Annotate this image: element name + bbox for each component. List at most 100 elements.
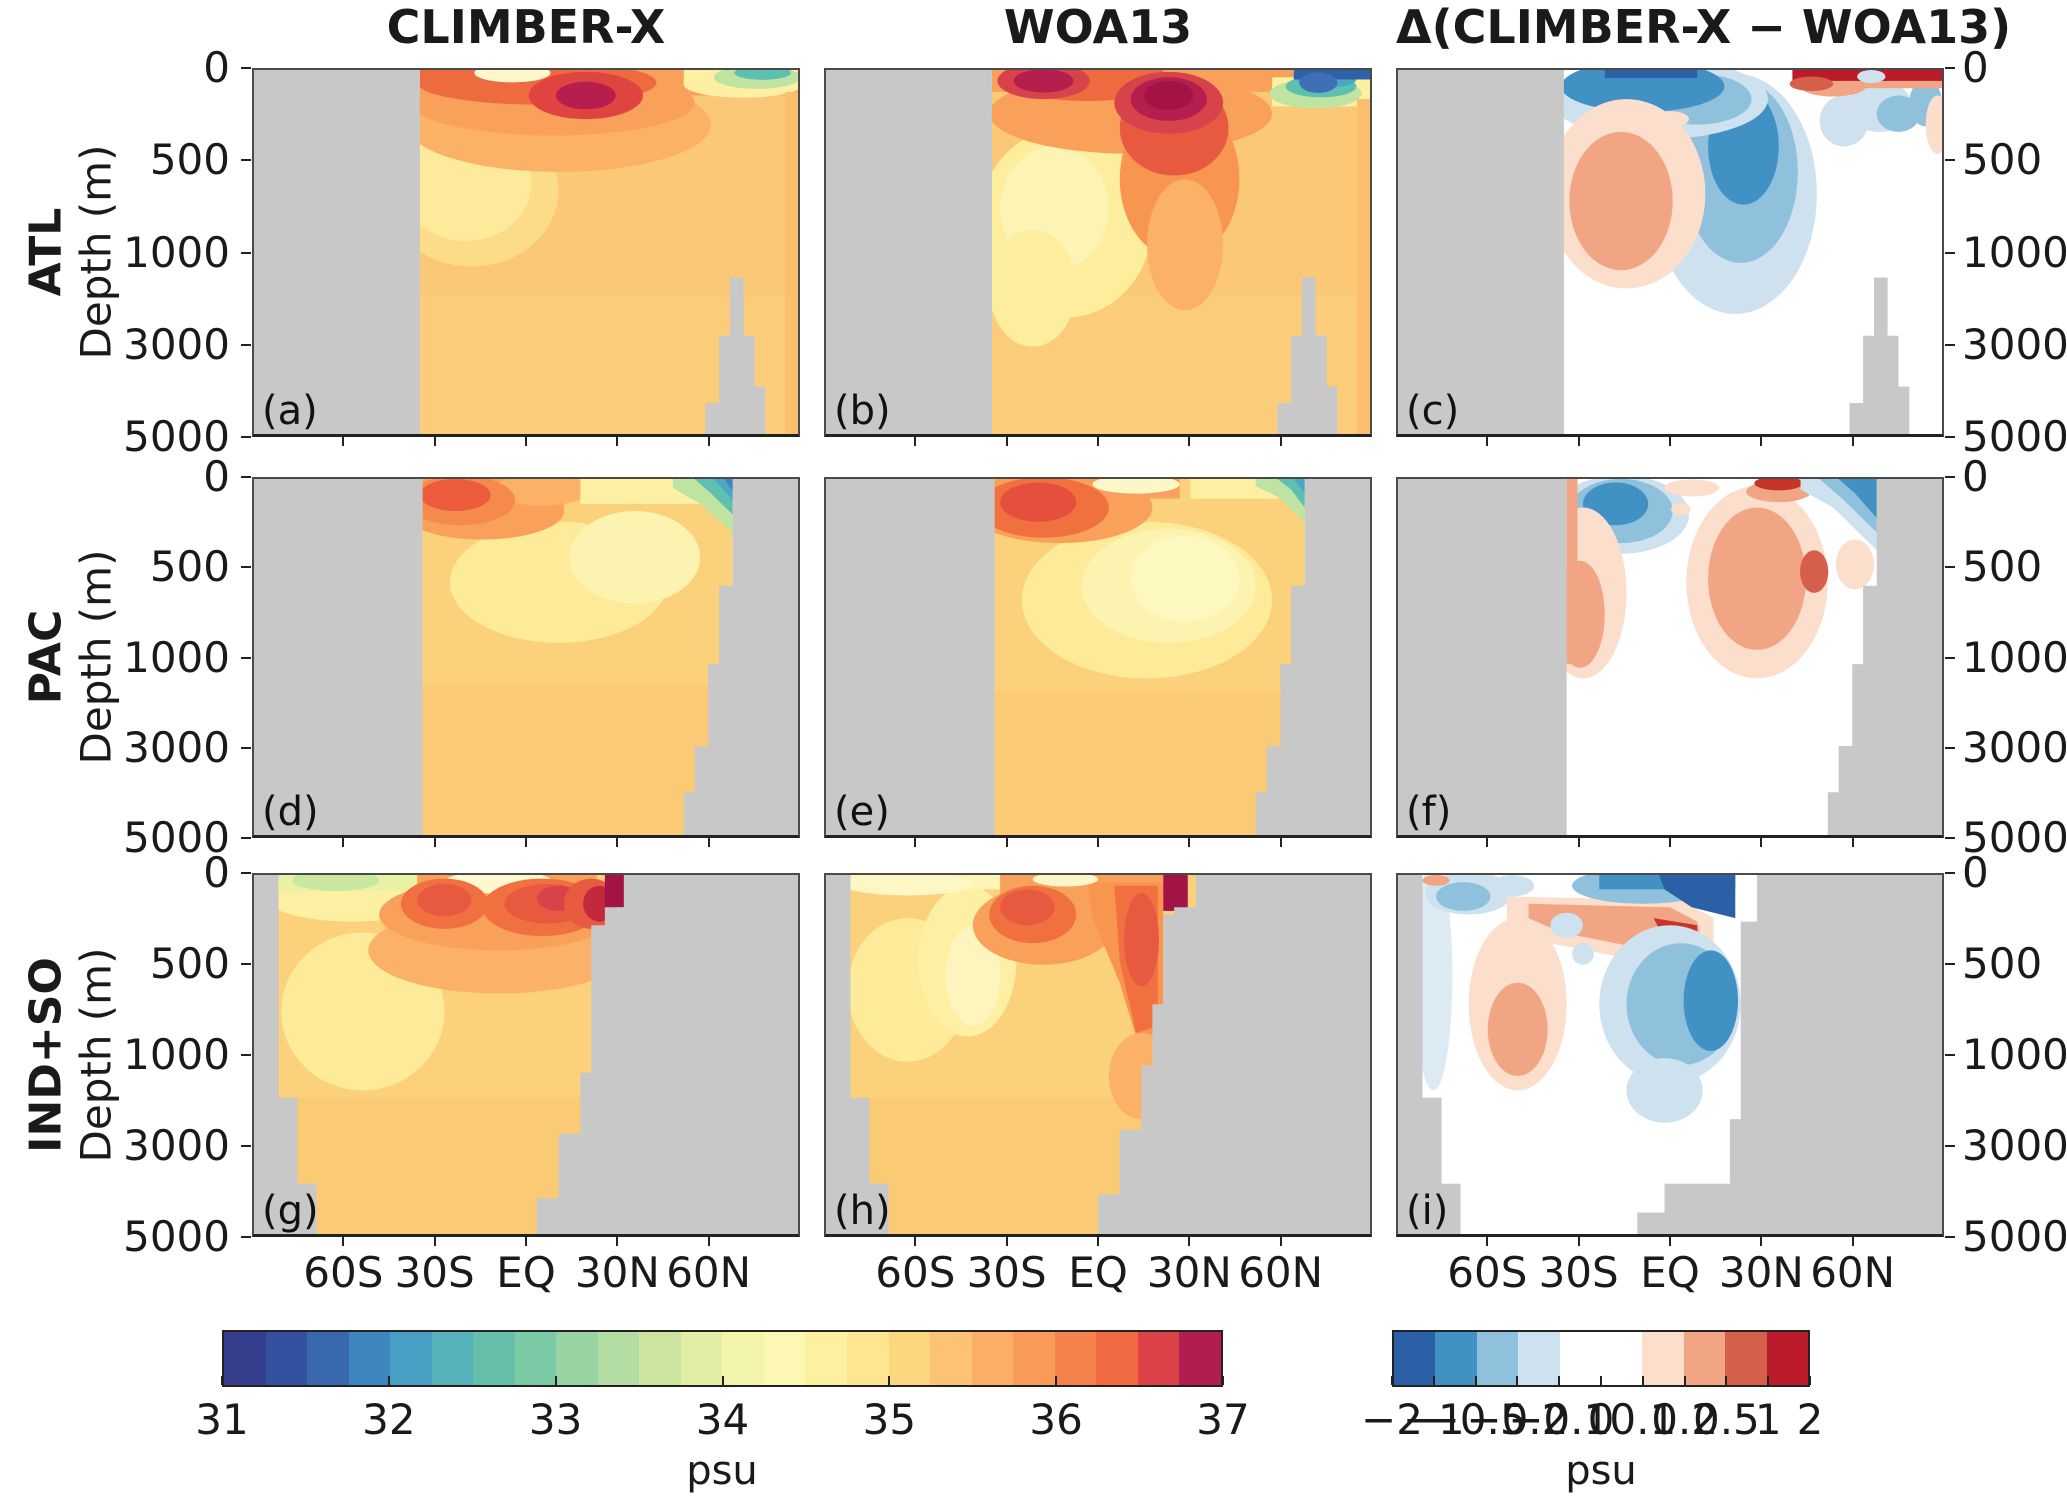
depth-axis-label-indso: Depth (m) xyxy=(71,947,121,1163)
contour-band xyxy=(1490,875,1534,897)
x-axis-tick xyxy=(707,1237,710,1246)
x-axis-tick xyxy=(1577,838,1580,847)
y-tick-label-right: 500 xyxy=(1962,135,2043,185)
x-tick-label: 60S xyxy=(303,1248,384,1297)
y-tick-label-right: 5000 xyxy=(1962,813,2067,862)
column-title-diff: Δ(CLIMBER-X − WOA13) xyxy=(1396,0,2012,54)
y-axis-tick xyxy=(241,872,251,874)
y-axis-tick xyxy=(1945,476,1955,478)
y-tick-label-left: 500 xyxy=(149,135,230,185)
panel-letter-c: (c) xyxy=(1406,388,1460,434)
contour-band xyxy=(1277,479,1305,508)
colorbar-segment xyxy=(763,1332,806,1385)
colorbar-tick xyxy=(387,1376,390,1385)
section-panel-g: (g) xyxy=(252,873,800,1237)
contour-band xyxy=(1032,875,1098,887)
contour-band xyxy=(1754,479,1804,491)
contour-band xyxy=(292,875,380,892)
land-mask xyxy=(254,70,420,434)
contour-field-f xyxy=(1398,479,1942,835)
contour-band xyxy=(989,230,1077,347)
contour-field-d xyxy=(254,479,798,835)
y-axis-tick xyxy=(241,566,251,569)
contour-band xyxy=(842,875,973,896)
colorbar-tick-label: 0.5 xyxy=(1692,1395,1760,1444)
colorbar-segment xyxy=(1179,1332,1221,1385)
contour-band xyxy=(1436,882,1491,911)
y-axis-tick xyxy=(1945,1236,1955,1238)
colorbar-segment xyxy=(1435,1332,1477,1385)
panel-letter-h: (h) xyxy=(834,1188,891,1234)
colorbar-segment xyxy=(1054,1332,1097,1385)
colorbar-tick-label: 0.2 xyxy=(1651,1395,1718,1444)
x-tick-label: 60N xyxy=(666,1248,752,1297)
colorbar-segment xyxy=(1013,1332,1055,1385)
contour-band xyxy=(1664,479,1719,497)
contour-band xyxy=(1683,950,1738,1051)
contour-band xyxy=(555,81,616,110)
contour-band xyxy=(1124,892,1159,987)
contour-band xyxy=(1659,875,1736,919)
contour-band xyxy=(422,685,733,835)
land-mask xyxy=(1849,277,1910,434)
x-axis-tick xyxy=(1188,1237,1191,1246)
contour-band xyxy=(1838,479,1877,519)
y-axis-tick xyxy=(241,1236,251,1238)
colorbar-tick xyxy=(1683,1376,1686,1385)
panel-letter-i: (i) xyxy=(1406,1188,1449,1234)
x-axis-tick xyxy=(1486,437,1489,446)
contour-band xyxy=(994,692,1305,835)
y-tick-label-left: 5000 xyxy=(123,1212,230,1261)
y-tick-label-left: 3000 xyxy=(123,319,230,369)
x-axis-tick xyxy=(1760,1237,1763,1246)
contour-band xyxy=(945,925,1001,1026)
x-tick-label: 30N xyxy=(1718,1248,1804,1297)
colorbar-tick xyxy=(1600,1376,1602,1385)
y-axis-tick xyxy=(241,251,251,254)
contour-band xyxy=(569,511,701,604)
contour-band xyxy=(1671,502,1691,516)
colorbar-segment xyxy=(597,1332,640,1385)
contour-field-h xyxy=(826,875,1370,1234)
x-axis-tick xyxy=(1669,437,1671,446)
land-mask xyxy=(1277,277,1338,434)
contour-band xyxy=(1356,99,1370,434)
x-axis-tick xyxy=(1486,1237,1489,1246)
y-tick-label-right: 0 xyxy=(1962,452,1989,501)
y-axis-tick xyxy=(241,746,251,749)
colorbar-segment xyxy=(431,1332,474,1385)
x-axis-tick xyxy=(1760,437,1763,446)
contour-band xyxy=(1835,539,1874,590)
contour-field-a xyxy=(254,70,798,434)
colorbar-segment xyxy=(390,1332,432,1385)
contour-band xyxy=(784,91,798,434)
x-axis-tick xyxy=(914,437,917,446)
y-axis-tick xyxy=(1945,1145,1955,1147)
colorbar-tick-label: 33 xyxy=(528,1395,583,1444)
contour-band xyxy=(1550,912,1583,938)
x-tick-label: 30N xyxy=(1146,1248,1232,1297)
contour-band xyxy=(1925,95,1942,154)
land-mask xyxy=(1637,875,1942,1234)
contour-band xyxy=(1800,550,1829,593)
colorbar-segment xyxy=(1725,1332,1767,1385)
x-axis-tick xyxy=(1279,1237,1282,1246)
y-tick-label-left: 0 xyxy=(203,452,230,501)
colorbar-tick xyxy=(1558,1376,1561,1385)
colorbar-segment xyxy=(1642,1332,1684,1385)
y-tick-label-left: 0 xyxy=(203,848,230,897)
y-axis-tick xyxy=(1945,872,1955,874)
y-axis-tick xyxy=(1945,656,1955,659)
y-tick-label-right: 500 xyxy=(1962,939,2043,988)
land-mask xyxy=(826,70,992,434)
land-mask xyxy=(1098,875,1370,1234)
y-axis-tick xyxy=(1945,436,1955,438)
colorbar-tick xyxy=(1474,1376,1477,1385)
colorbar-tick-label: −0.5 xyxy=(1424,1395,1527,1444)
x-axis-tick xyxy=(1188,437,1191,446)
colorbar-segment xyxy=(1476,1332,1519,1385)
y-axis-tick xyxy=(1945,963,1955,965)
y-tick-label-left: 1000 xyxy=(123,632,230,682)
land-mask xyxy=(683,479,798,835)
contour-band xyxy=(1604,70,1698,79)
